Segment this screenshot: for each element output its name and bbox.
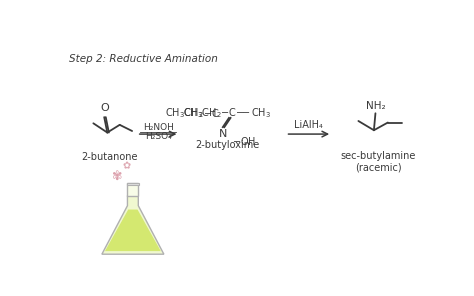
Text: 2-butyloxime: 2-butyloxime [195, 140, 260, 150]
Polygon shape [105, 210, 161, 251]
Text: sec-butylamine
(racemic): sec-butylamine (racemic) [341, 151, 416, 173]
Text: LiAlH₄: LiAlH₄ [294, 120, 323, 130]
Polygon shape [102, 196, 164, 254]
Bar [127, 183, 139, 185]
Text: $\mathregular{CH_3CH_2}$$-$C$\mathrm{-\!\!\!-}$$\mathregular{CH_3}$: $\mathregular{CH_3CH_2}$$-$C$\mathrm{-\!… [183, 106, 272, 120]
Text: ✾: ✾ [112, 170, 123, 183]
Text: H₂SO₄: H₂SO₄ [145, 132, 172, 141]
Text: Step 2: Reductive Amination: Step 2: Reductive Amination [69, 54, 218, 64]
Text: $-$OH: $-$OH [232, 135, 256, 147]
Text: ✿: ✿ [123, 161, 131, 171]
Text: O: O [100, 103, 109, 113]
Text: H₂NOH: H₂NOH [143, 123, 173, 132]
Text: $-$C: $-$C [203, 107, 220, 119]
Text: N: N [219, 129, 228, 139]
Text: $\mathregular{CH_3CH_2}$: $\mathregular{CH_3CH_2}$ [165, 106, 203, 120]
Text: NH₂: NH₂ [366, 101, 386, 111]
Text: 2-butanone: 2-butanone [82, 152, 138, 162]
Bar [128, 183, 138, 196]
